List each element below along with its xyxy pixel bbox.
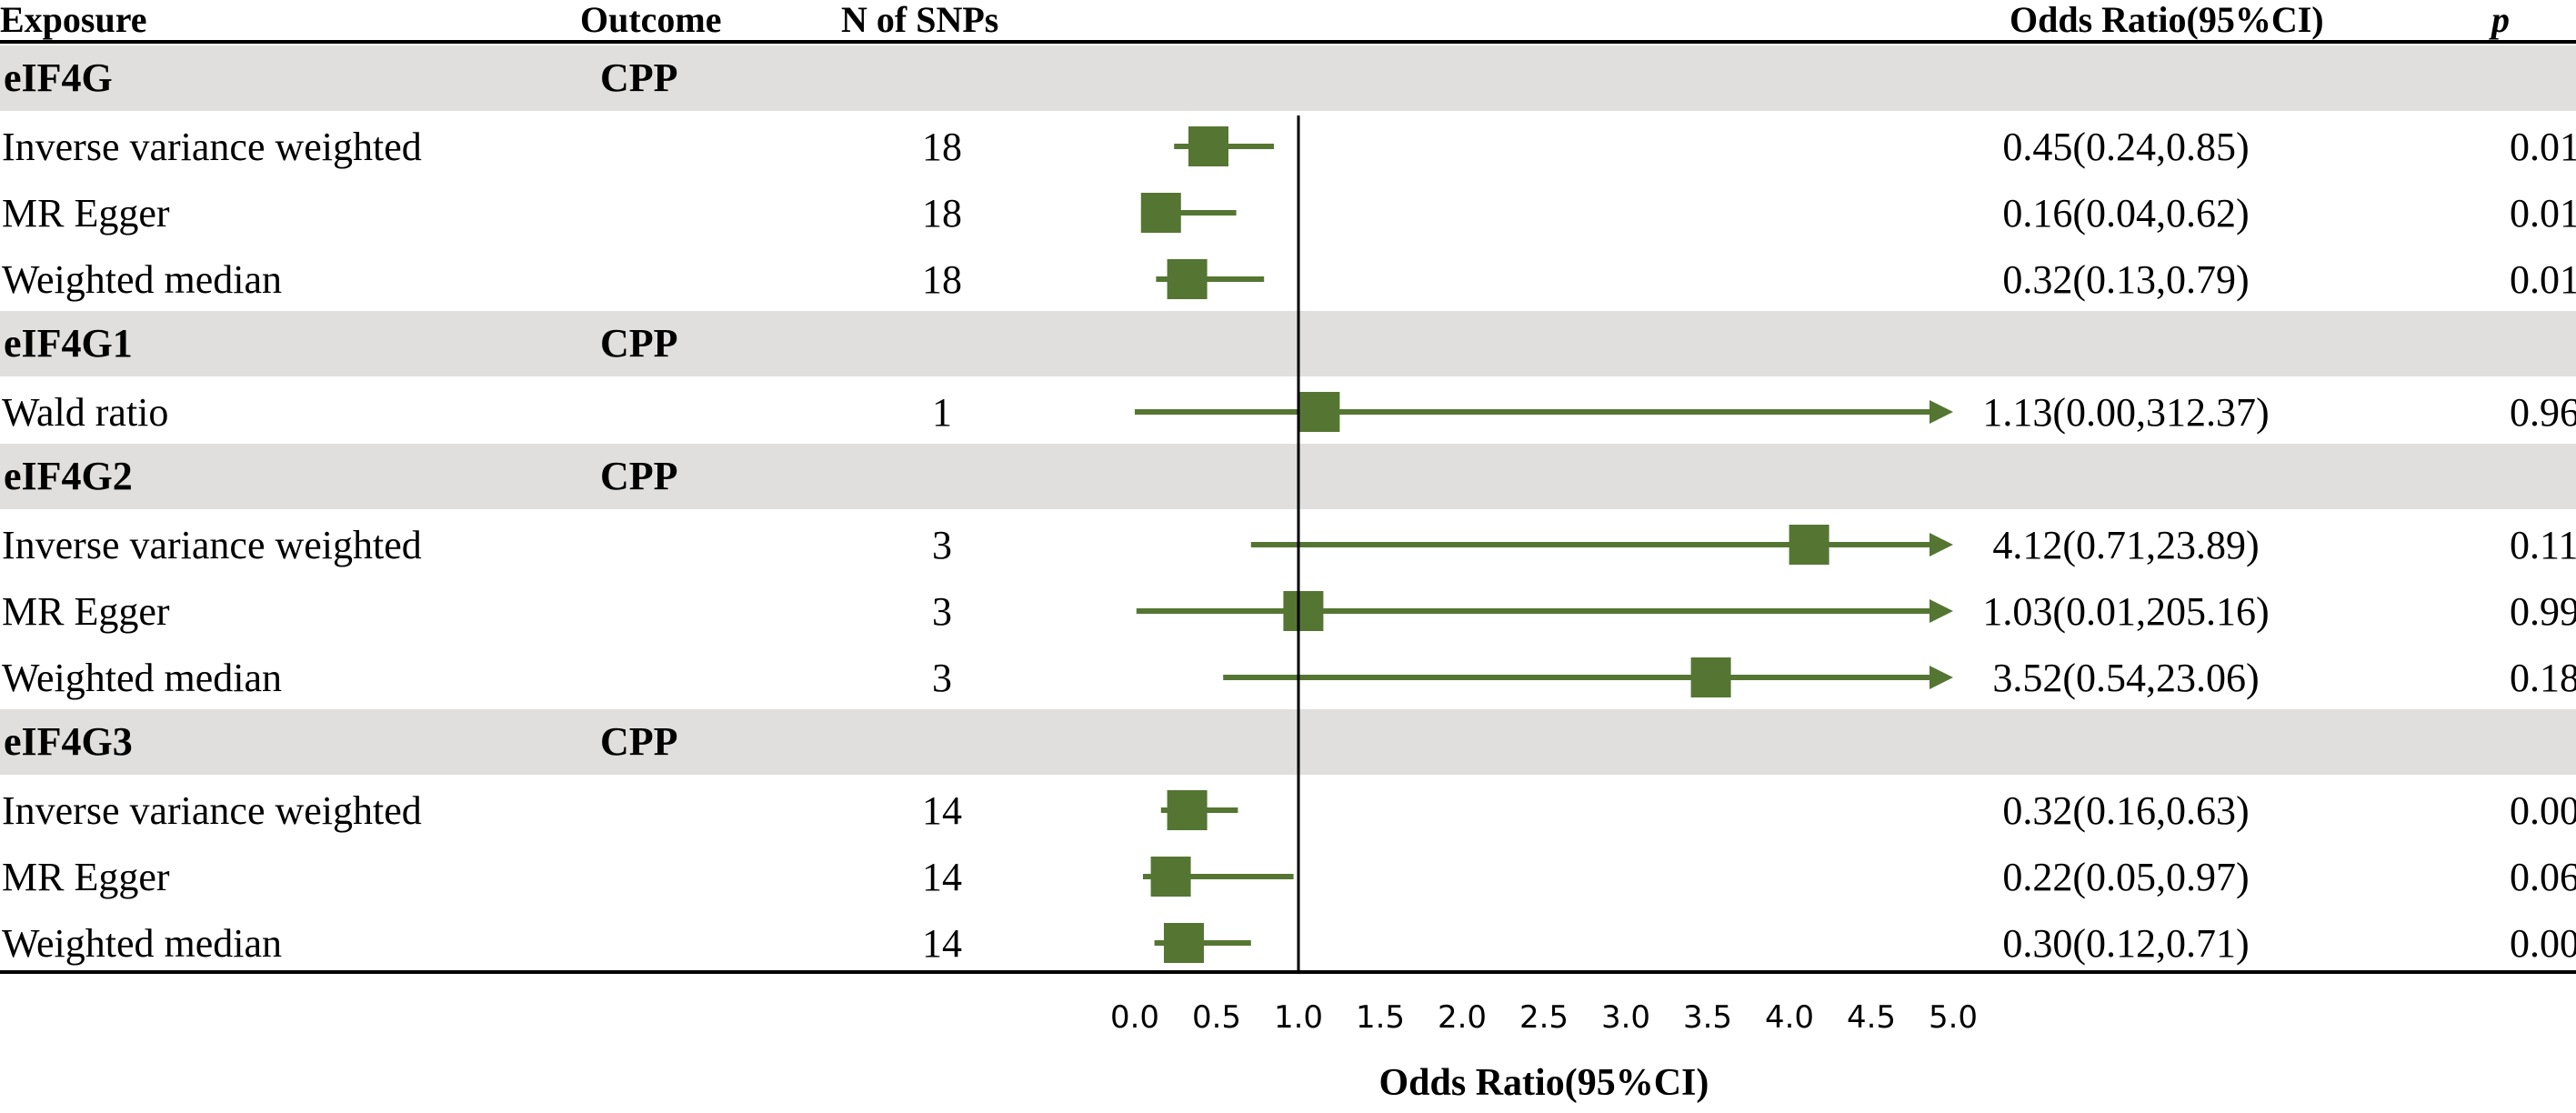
x-tick-label: 1.5 [1355,999,1406,1036]
p-value: 0.017 [2510,191,2576,236]
point-estimate [1167,790,1208,830]
group-band [0,45,2576,111]
method-label: Inverse variance weighted [2,125,422,169]
x-tick-label: 4.0 [1764,999,1815,1036]
n-snps-value: 3 [932,589,952,634]
odds-ratio-text: 1.03(0.01,205.16) [1982,589,2270,634]
odds-ratio-text: 0.16(0.04,0.62) [2002,191,2250,236]
n-snps-value: 18 [922,191,962,236]
x-tick-label: 2.5 [1519,999,1569,1036]
group-exposure-label: eIF4G1 [4,321,133,366]
p-value: 0.007 [2510,921,2576,966]
odds-ratio-text: 4.12(0.71,23.89) [1992,523,2260,567]
method-label: Wald ratio [2,390,169,435]
group-exposure-label: eIF4G2 [4,454,133,498]
method-label: MR Egger [2,855,170,899]
n-snps-value: 3 [932,656,952,700]
x-tick-label: 2.0 [1437,999,1488,1036]
header-outcome: Outcome [580,0,722,40]
group-outcome-label: CPP [600,321,678,366]
odds-ratio-text: 0.30(0.12,0.71) [2002,921,2250,966]
point-estimate [1789,525,1829,565]
x-tick-label: 0.5 [1191,999,1242,1036]
x-tick-label: 4.5 [1846,999,1897,1036]
ci-arrow [1929,400,1953,424]
top-rule [0,40,2576,44]
point-estimate [1140,193,1181,233]
p-value: 0.966 [2510,390,2576,435]
x-axis-label: Odds Ratio(95%CI) [1378,1062,1709,1104]
n-snps-value: 14 [922,855,962,899]
n-snps-value: 14 [922,921,962,966]
x-tick-label: 3.5 [1682,999,1733,1036]
method-label: MR Egger [2,191,170,236]
x-tick-label: 0.0 [1109,999,1160,1036]
method-label: Weighted median [2,921,283,966]
point-estimate [1188,126,1228,166]
point-estimate [1164,923,1204,963]
group-exposure-label: eIF4G [4,55,113,100]
p-value: 0.189 [2510,656,2576,700]
ci-arrow [1929,666,1953,689]
odds-ratio-text: 0.32(0.16,0.63) [2002,788,2250,833]
group-exposure-label: eIF4G3 [4,719,133,764]
n-snps-value: 3 [932,523,952,567]
p-value: 0.068 [2510,855,2576,899]
x-tick-label: 3.0 [1600,999,1651,1036]
p-value: 0.114 [2510,523,2576,567]
method-label: Inverse variance weighted [2,523,422,567]
point-estimate [1690,657,1731,697]
header-n-snps: N of SNPs [841,0,999,40]
n-snps-value: 18 [922,257,962,302]
group-outcome-label: CPP [600,55,678,100]
x-tick-label: 1.0 [1273,999,1324,1036]
group-band [0,444,2576,509]
method-label: Weighted median [2,656,283,700]
group-band [0,311,2576,376]
point-estimate [1150,857,1191,897]
n-snps-value: 18 [922,125,962,169]
point-estimate [1167,259,1208,299]
p-value: 0.014 [2510,257,2576,302]
odds-ratio-text: 3.52(0.54,23.06) [1992,656,2260,700]
header-odds-ratio: Odds Ratio(95%CI) [2010,0,2324,40]
group-band [0,709,2576,775]
point-estimate [1283,591,1324,631]
n-snps-value: 1 [932,390,952,435]
ci-arrow [1929,533,1953,556]
method-label: Inverse variance weighted [2,788,422,833]
method-label: MR Egger [2,589,170,634]
x-tick-label: 5.0 [1928,999,1979,1036]
n-snps-value: 14 [922,788,962,833]
group-outcome-label: CPP [600,719,678,764]
p-value: 0.994 [2510,589,2576,634]
odds-ratio-text: 0.45(0.24,0.85) [2002,125,2250,169]
p-value: 0.014 [2510,125,2576,169]
point-estimate [1299,392,1340,432]
odds-ratio-text: 0.32(0.13,0.79) [2002,257,2250,302]
ci-arrow [1929,599,1953,623]
odds-ratio-text: 1.13(0.00,312.37) [1982,390,2270,435]
header-p: p [2491,0,2510,40]
bottom-rule [0,970,2576,974]
odds-ratio-text: 0.22(0.05,0.97) [2002,855,2250,899]
group-outcome-label: CPP [600,454,678,498]
p-value: 0.001 [2510,788,2576,833]
method-label: Weighted median [2,257,283,302]
header-exposure: Exposure [0,0,147,40]
